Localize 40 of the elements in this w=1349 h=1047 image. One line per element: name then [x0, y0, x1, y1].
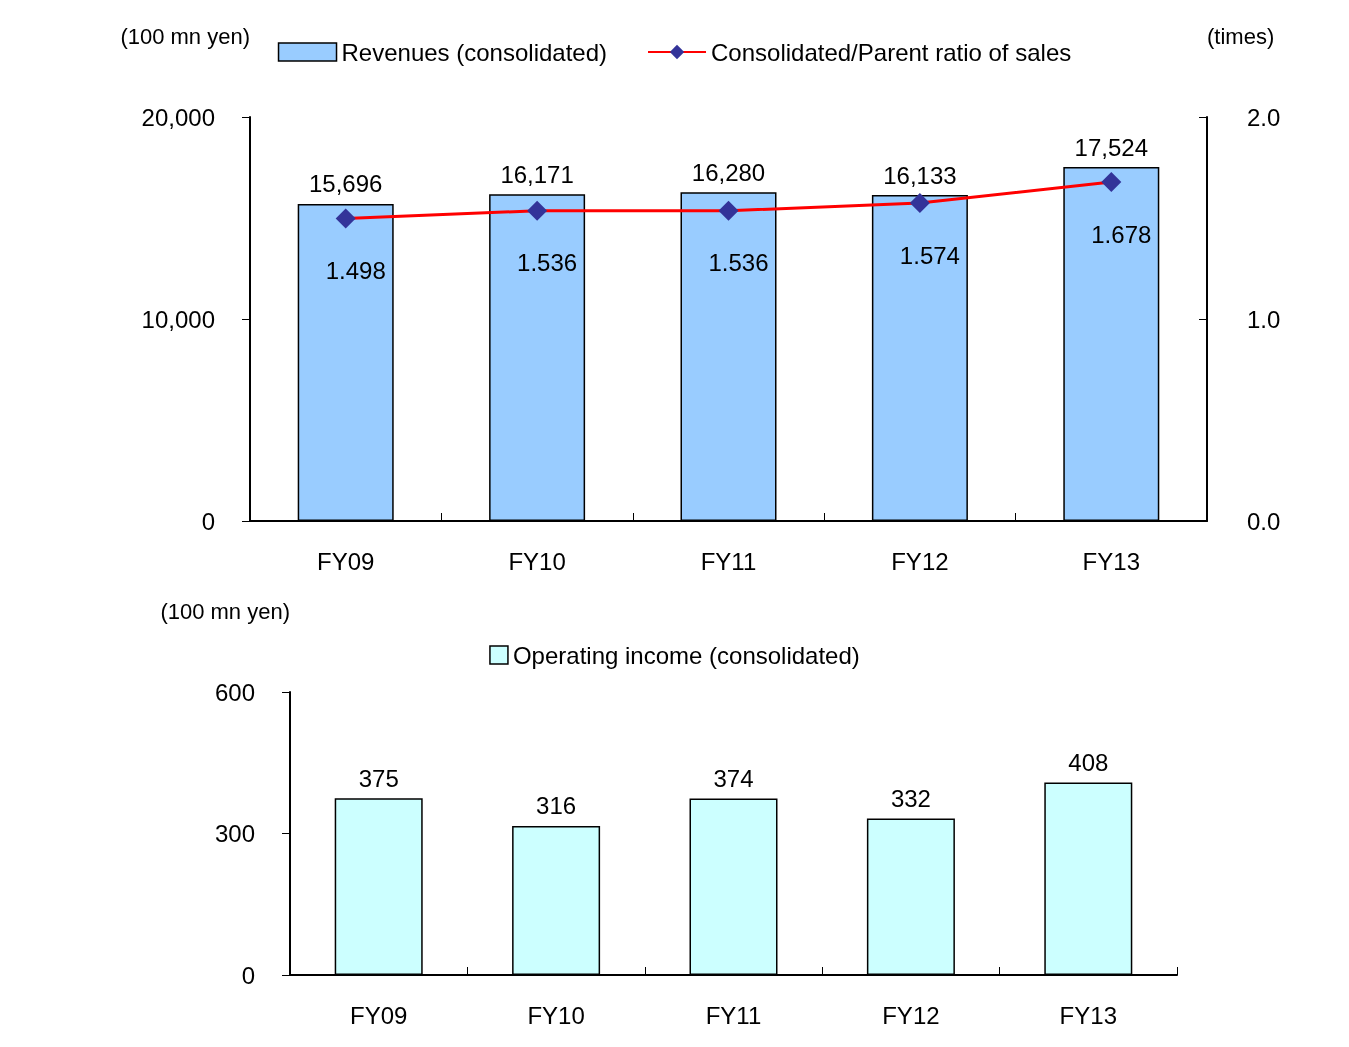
y-tick-label: 600	[214, 678, 255, 706]
data-label: 1.536	[708, 249, 769, 277]
y2-tick-label: 2.0	[1247, 103, 1281, 131]
y-axis-title: (100 mn yen)	[160, 598, 290, 624]
y2-tick-label: 0.0	[1247, 507, 1281, 535]
data-label: 1.536	[517, 249, 578, 277]
x-tick-label: FY10	[508, 547, 566, 575]
data-label: 17,524	[1074, 133, 1148, 161]
x-tick-label: FY11	[705, 1001, 762, 1029]
data-label: 374	[713, 765, 754, 793]
x-tick-label: FY11	[700, 547, 757, 575]
legend-label: Revenues (consolidated)	[341, 38, 608, 66]
y-tick-label: 20,000	[141, 103, 215, 131]
x-tick-label: FY10	[527, 1001, 585, 1029]
y-tick-label: 0	[201, 507, 215, 535]
y-tick-label: 0	[241, 961, 255, 989]
data-label: 1.574	[899, 241, 960, 269]
y-tick-label: 300	[214, 820, 255, 847]
data-label: 408	[1068, 749, 1109, 777]
data-label: 16,133	[883, 161, 957, 189]
x-tick-label: FY09	[350, 1001, 408, 1029]
data-label: 1.498	[325, 256, 386, 284]
legend-label: Operating income (consolidated)	[512, 641, 860, 669]
x-tick-label: FY12	[882, 1001, 940, 1029]
data-label: 16,171	[500, 160, 574, 188]
x-tick-label: FY13	[1082, 547, 1140, 575]
legend-label: Consolidated/Parent ratio of sales	[711, 38, 1072, 66]
y-axis-title: (100 mn yen)	[120, 23, 250, 49]
x-tick-label: FY13	[1059, 1001, 1117, 1029]
y2-tick-label: 1.0	[1247, 305, 1281, 333]
x-tick-label: FY12	[891, 547, 949, 575]
y-tick-label: 10,000	[141, 305, 215, 333]
data-label: 1.678	[1091, 220, 1152, 248]
data-label: 15,696	[309, 170, 383, 198]
data-label: 316	[536, 792, 577, 820]
data-label: 375	[358, 764, 399, 792]
x-tick-label: FY09	[317, 547, 375, 575]
y2-axis-title: (times)	[1207, 23, 1275, 49]
data-label: 16,280	[691, 158, 766, 186]
data-label: 332	[890, 784, 931, 812]
